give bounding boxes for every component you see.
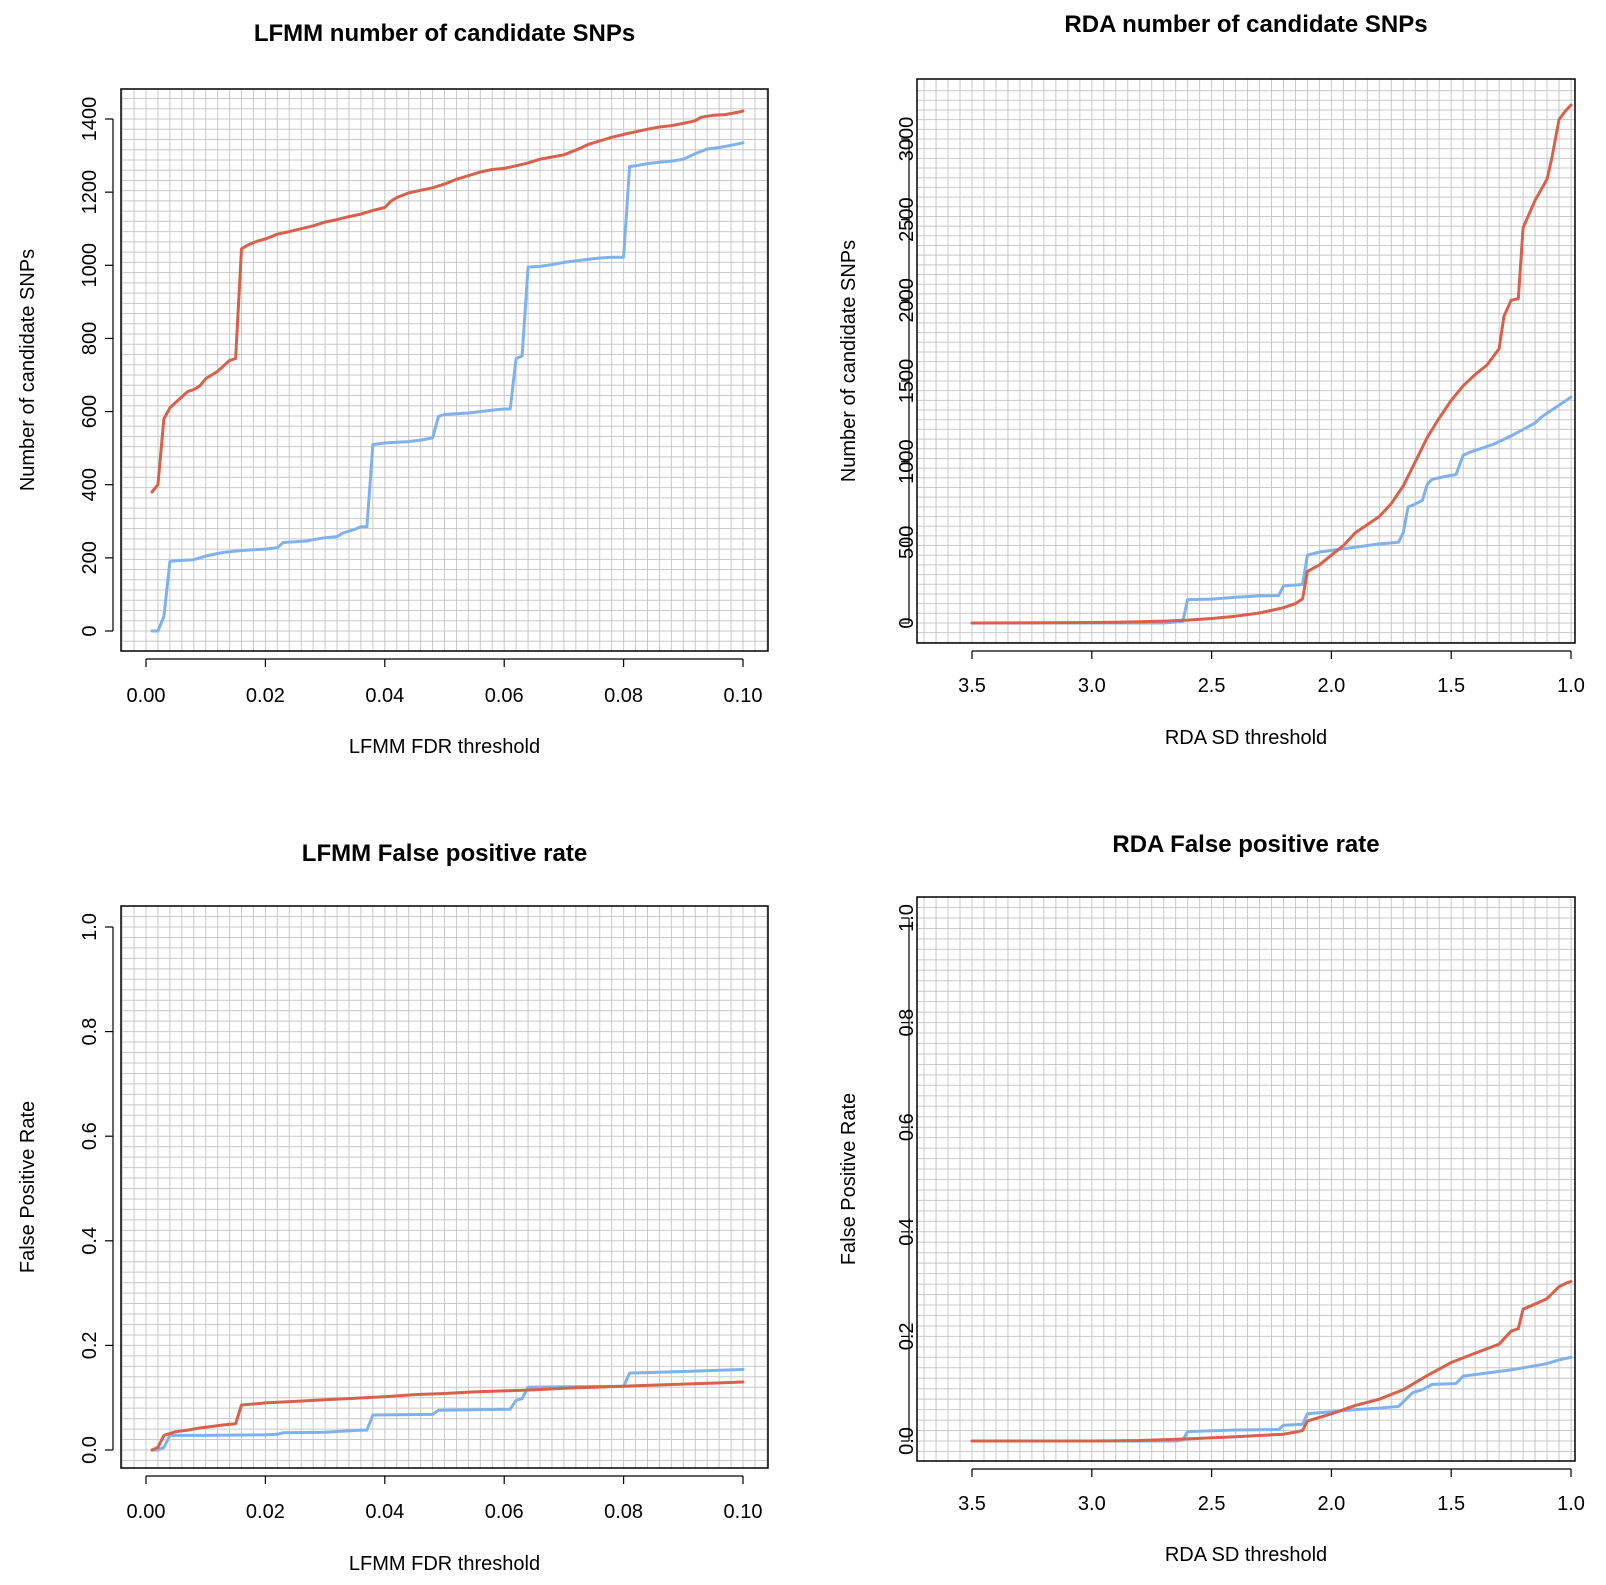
y-axis-label: False Positive Rate: [838, 1093, 860, 1265]
y-tick-label: 2000: [896, 278, 918, 323]
chart-title: LFMM False positive rate: [302, 840, 587, 867]
grid: [121, 89, 768, 651]
y-tick-label: 0.2: [896, 1322, 918, 1350]
x-tick-label: 1.5: [1437, 1493, 1465, 1515]
y-tick-label: 1400: [79, 97, 101, 142]
chart-title: LFMM number of candidate SNPs: [254, 20, 635, 47]
x-axis-label: RDA SD threshold: [1165, 1544, 1327, 1566]
x-axis-label: RDA SD threshold: [1165, 727, 1327, 749]
x-tick-label: 0.08: [604, 1501, 643, 1523]
y-tick-label: 800: [79, 322, 101, 355]
y-tick-label: 1000: [79, 243, 101, 288]
y-tick-label: 1200: [79, 170, 101, 215]
chart-panel-4: RDA False positive rate 3.5 3.0 2.5 2.0 1.5 1.…: [838, 831, 1585, 1566]
y-tick-label: 0.0: [79, 1436, 101, 1464]
x-tick-label: 3.5: [958, 675, 986, 697]
chart-panel-3: LFMM False positive rate 0.00 0.02 0.04 0.06…: [17, 840, 769, 1575]
plot-frame: [916, 896, 1576, 1462]
y-tick-label: 1000: [896, 439, 918, 484]
x-tick-label: 1.0: [1557, 1493, 1585, 1515]
chart-panel-1: LFMM number of candidate SNPs 0.00 0.02 0.0…: [17, 20, 769, 758]
y-axis-label: Number of candidate SNPs: [17, 249, 39, 491]
y-tick-label: 0.8: [896, 1009, 918, 1037]
x-tick-label: 0.06: [485, 685, 524, 707]
x-tick-label: 3.0: [1078, 1493, 1106, 1515]
x-tick-label: 2.5: [1198, 675, 1226, 697]
y-tick-label: 0.4: [79, 1227, 101, 1255]
y-tick-label: 1.0: [896, 904, 918, 932]
y-tick-label: 0.2: [79, 1331, 101, 1359]
series-line-red: [970, 1280, 1573, 1443]
x-tick-label: 0.02: [246, 685, 285, 707]
y-axis-label: False Positive Rate: [17, 1101, 39, 1273]
x-tick-label: 0.00: [127, 685, 166, 707]
y-tick-label: 600: [79, 395, 101, 428]
y-axis-label: Number of candidate SNPs: [838, 240, 860, 482]
y-tick-label: 0.6: [79, 1122, 101, 1150]
y-tick-label: 0.8: [79, 1018, 101, 1046]
y-tick-label: 200: [79, 541, 101, 574]
series-line-blue: [970, 1355, 1573, 1443]
chart-title: RDA number of candidate SNPs: [1064, 11, 1427, 38]
series-line-blue: [970, 395, 1573, 625]
x-tick-label: 2.5: [1198, 1493, 1226, 1515]
x-tick-label: 2.0: [1317, 1493, 1345, 1515]
y-tick-label: 1500: [896, 359, 918, 404]
x-tick-label: 3.5: [958, 1493, 986, 1515]
chart-panel-2: RDA number of candidate SNPs 3.5 3.0 2.5 2.0…: [838, 11, 1585, 749]
series-line-red: [970, 103, 1573, 625]
y-tick-label: 2500: [896, 197, 918, 242]
x-tick-label: 0.02: [246, 1501, 285, 1523]
x-tick-label: 0.04: [365, 1501, 404, 1523]
chart-title: RDA False positive rate: [1112, 831, 1379, 858]
y-tick-label: 3000: [896, 117, 918, 162]
plot-frame: [120, 905, 769, 1469]
y-tick-label: 500: [896, 526, 918, 559]
x-tick-label: 2.0: [1317, 675, 1345, 697]
grid: [917, 896, 1575, 1461]
x-tick-label: 0.10: [724, 685, 763, 707]
y-tick-label: 0.6: [896, 1113, 918, 1141]
y-tick-label: 400: [79, 468, 101, 501]
x-tick-label: 0.08: [604, 685, 643, 707]
grid: [121, 905, 768, 1468]
plot-frame: [916, 78, 1576, 644]
y-tick-label: 0: [896, 617, 918, 628]
x-tick-label: 0.06: [485, 1501, 524, 1523]
x-tick-label: 3.0: [1078, 675, 1106, 697]
series-line-blue: [150, 141, 745, 633]
y-tick-label: 0.4: [896, 1218, 918, 1246]
series-line-red: [150, 109, 745, 494]
x-tick-label: 0.10: [724, 1501, 763, 1523]
series-line-red: [150, 1380, 745, 1452]
x-tick-label: 0.04: [365, 685, 404, 707]
x-axis-label: LFMM FDR threshold: [349, 736, 540, 758]
x-tick-label: 0.00: [127, 1501, 166, 1523]
y-tick-label: 1.0: [79, 913, 101, 941]
x-axis-label: LFMM FDR threshold: [349, 1553, 540, 1575]
plot-frame: [120, 88, 769, 652]
grid: [917, 79, 1575, 643]
y-tick-label: 0: [79, 625, 101, 636]
x-tick-label: 1.0: [1557, 675, 1585, 697]
y-tick-label: 0.0: [896, 1427, 918, 1455]
x-tick-label: 1.5: [1437, 675, 1465, 697]
